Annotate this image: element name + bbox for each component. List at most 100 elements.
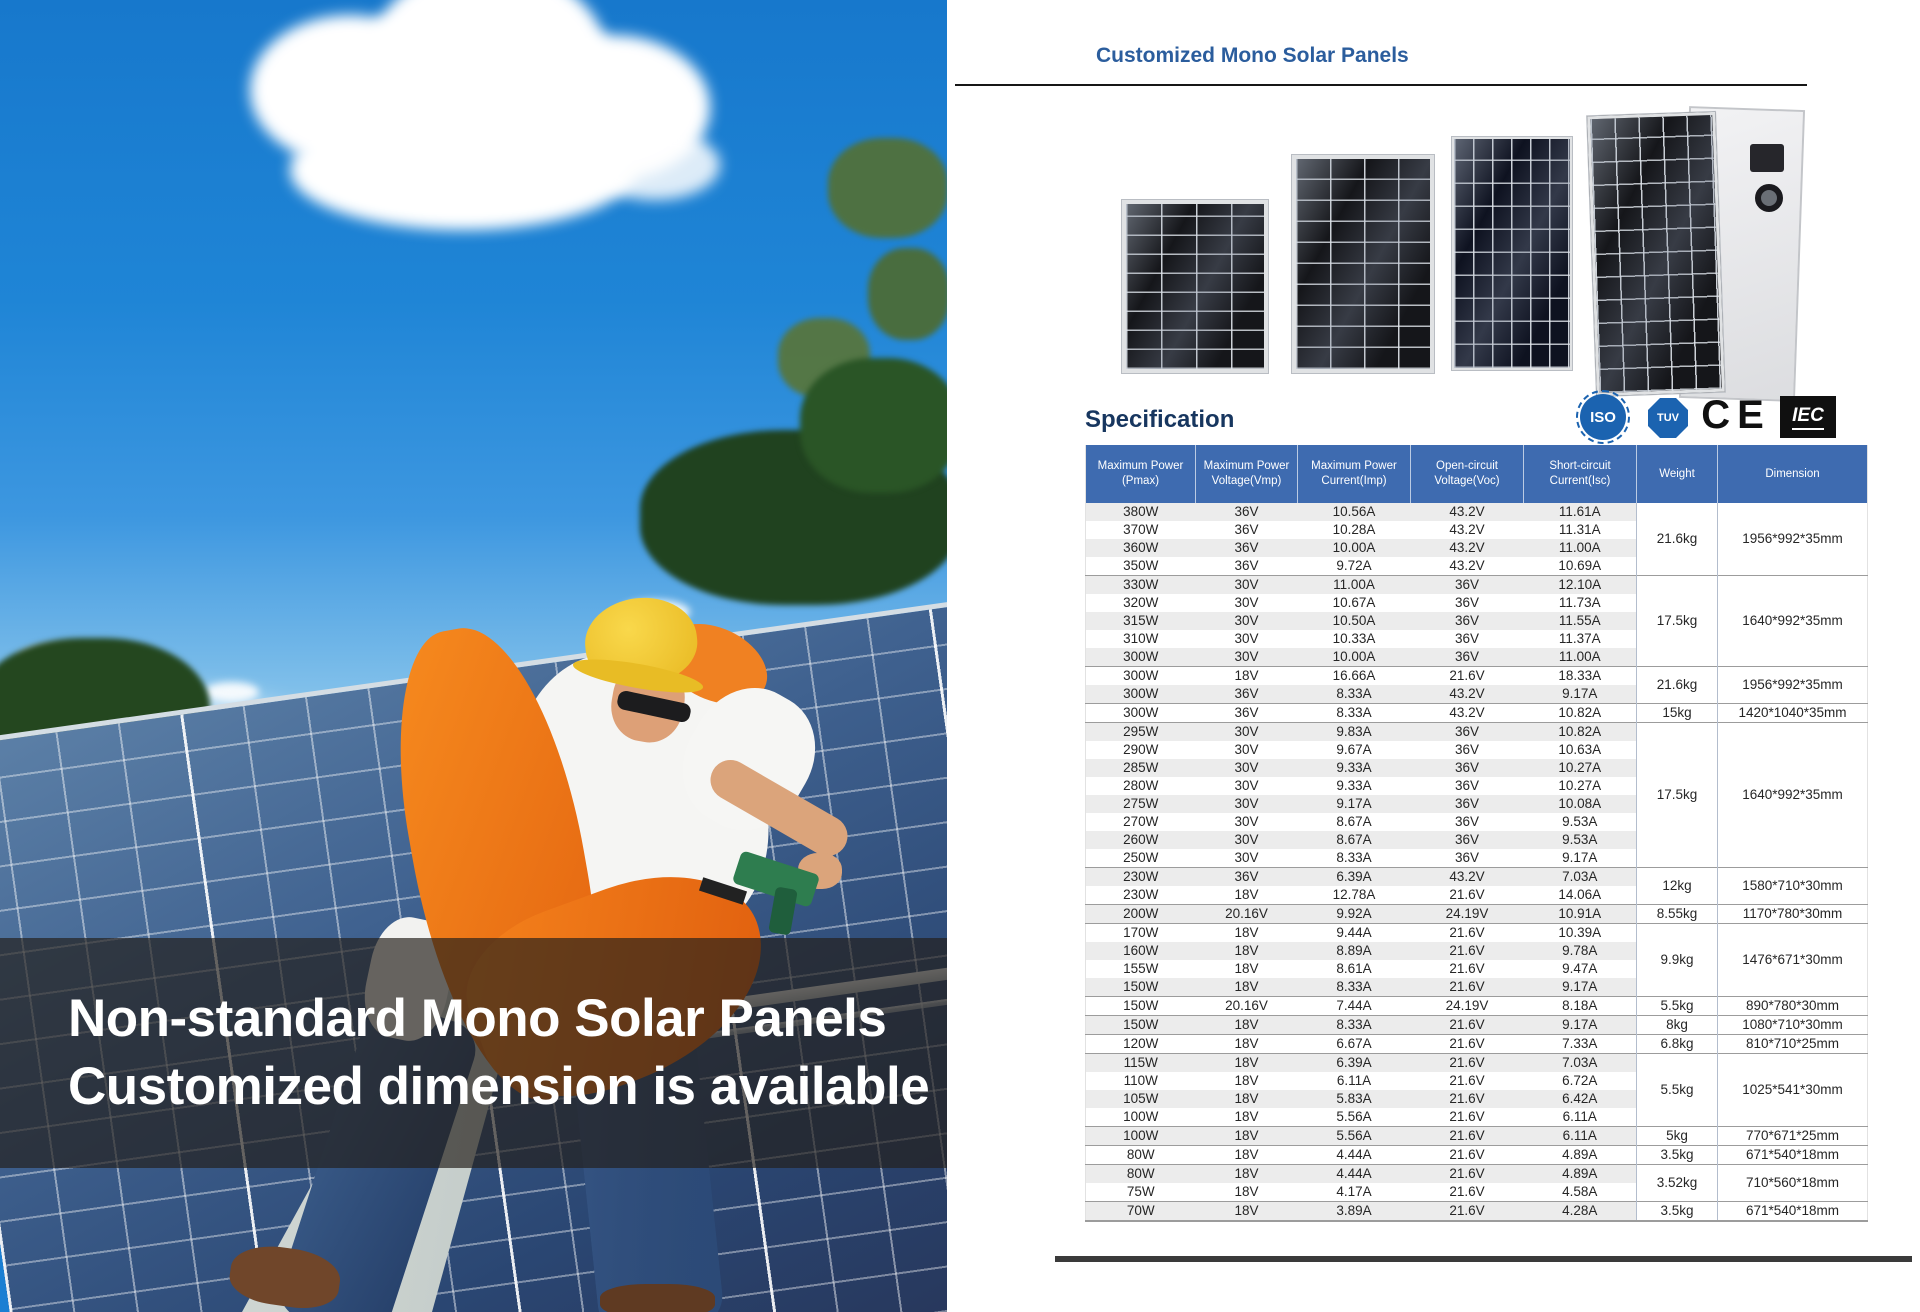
spec-cell: 160W [1085, 942, 1196, 960]
section-title: Specification [1085, 406, 1235, 433]
table-row: 160W 18V 8.89A 21.6V 9.78A [1085, 942, 1868, 960]
dimension-cell: 770*671*25mm [1717, 1126, 1868, 1146]
spec-cell: 36V [1195, 685, 1298, 704]
spec-cell: 8.33A [1297, 685, 1411, 704]
spec-cell: 21.6V [1410, 978, 1524, 997]
iec-mark-icon: IEC [1780, 396, 1836, 438]
spec-cell: 4.89A [1523, 1164, 1637, 1183]
spec-cell: 370W [1123, 522, 1159, 538]
spec-cell: 6.11A [1336, 1073, 1372, 1089]
panel-cells [1126, 204, 1264, 369]
dimension-cell: 1170*780*30mm [1717, 904, 1868, 924]
spec-cell: 5.83A [1297, 1090, 1411, 1108]
spec-cell: 7.33A [1523, 1034, 1637, 1054]
spec-cell: 18V [1195, 1053, 1298, 1072]
spec-cell: 30V [1234, 742, 1259, 758]
table-row: 150W 18V 8.33A 21.6V 9.17A 8kg 1080*710*30mm [1085, 1015, 1868, 1035]
spec-cell: 9.17A [1562, 850, 1598, 866]
spec-cell: 9.17A [1523, 1015, 1637, 1035]
spec-cell: 21.6V [1410, 1164, 1524, 1183]
dimension-cell: 1580*710*30mm [1717, 867, 1868, 905]
spec-cell: 10.63A [1558, 742, 1602, 758]
table-row: 300W 36V 8.33A 43.2V 9.17A [1085, 685, 1868, 704]
column-header: Short-circuit Current(Isc) [1523, 445, 1637, 503]
weight-cell: 5.5kg [1636, 1053, 1718, 1127]
spec-cell: 21.6V [1410, 1053, 1524, 1072]
spec-table: Maximum Power (Pmax) Maximum Power Voltag… [1085, 445, 1868, 1222]
spec-cell: 21.6V [1449, 1073, 1485, 1089]
column-header: Weight [1636, 445, 1718, 503]
dimension-cell: 1956*992*35mm [1717, 666, 1868, 704]
spec-cell: 250W [1123, 850, 1159, 866]
spec-cell: 43.2V [1449, 558, 1485, 574]
spec-cell: 150W [1085, 996, 1196, 1016]
spec-cell: 9.92A [1297, 904, 1411, 924]
dimension-cell: 710*560*18mm [1717, 1164, 1868, 1202]
spec-cell: 36V [1454, 778, 1480, 794]
panel-cells [1454, 139, 1570, 368]
spec-cell: 24.19V [1410, 904, 1524, 924]
table-row: 360W 36V 10.00A 43.2V 11.00A [1085, 539, 1868, 557]
spec-cell: 16.66A [1297, 666, 1411, 685]
spec-cell: 80W [1085, 1164, 1196, 1183]
spec-cell: 8.33A [1297, 978, 1411, 997]
table-row: 300W 18V 16.66A 21.6V 18.33A 21.6kg 1956*992*3… [1085, 666, 1868, 704]
table-row: 370W 36V 10.28A 43.2V 11.31A [1086, 521, 1868, 539]
spec-cell: 115W [1085, 1053, 1196, 1072]
ce-mark-icon: CE [1701, 392, 1771, 437]
table-row: 230W 36V 6.39A 43.2V 7.03A 12kg 1580*710*30mm [1085, 867, 1868, 905]
spec-cell: 8.61A [1336, 961, 1372, 977]
dimension-cell: 1420*1040*35mm [1717, 703, 1868, 723]
weight-cell: 8.55kg [1636, 904, 1718, 924]
spec-cell: 18V [1234, 1109, 1259, 1125]
spec-cell: 8.89A [1297, 942, 1411, 960]
spec-cell: 21.6V [1410, 942, 1524, 960]
spec-cell: 120W [1085, 1034, 1196, 1054]
panel-front [1587, 111, 1725, 397]
spec-cell: 11.00A [1297, 575, 1411, 594]
spec-cell: 8.33A [1297, 703, 1411, 723]
table-row: 280W 30V 9.33A 36V 10.27A [1086, 777, 1868, 795]
spec-cell: 4.58A [1562, 1184, 1598, 1200]
spec-cell: 10.56A [1297, 503, 1411, 521]
spec-cell: 6.42A [1523, 1090, 1637, 1108]
tree [800, 358, 947, 493]
spec-cell: 30V [1234, 631, 1259, 647]
spec-cell: 43.2V [1410, 685, 1524, 704]
table-row: 250W 30V 8.33A 36V 9.17A [1086, 849, 1868, 868]
table-row: 380W 36V 10.56A 43.2V 11.61A 21.6kg 1956*992*3… [1085, 503, 1868, 576]
spec-cell: 36V [1410, 795, 1524, 813]
table-row: 200W 20.16V 9.92A 24.19V 10.91A 8.55kg 1170*78… [1085, 904, 1868, 924]
table-row: 300W 36V 8.33A 43.2V 10.82A 15kg 1420*1040*35m… [1085, 703, 1868, 723]
spec-cell: 10.33A [1332, 631, 1376, 647]
table-row: 350W 36V 9.72A 43.2V 10.69A [1086, 557, 1868, 576]
spec-cell: 18V [1234, 1184, 1259, 1200]
spec-cell: 21.6V [1449, 1184, 1485, 1200]
weight-cell: 17.5kg [1636, 722, 1718, 868]
spec-cell: 9.53A [1562, 814, 1598, 830]
tree [828, 138, 947, 238]
spec-cell: 18V [1195, 923, 1298, 942]
spec-cell: 6.72A [1562, 1073, 1598, 1089]
caption-line-2: Customized dimension is available [68, 1057, 930, 1116]
spec-cell: 6.11A [1523, 1126, 1637, 1146]
spec-cell: 4.89A [1523, 1145, 1637, 1165]
table-row: 110W 18V 6.11A 21.6V 6.72A [1086, 1072, 1868, 1090]
junction-box [1750, 144, 1784, 172]
spec-cell: 9.47A [1562, 961, 1598, 977]
spec-cell: 150W [1085, 978, 1196, 997]
spec-cell: 43.2V [1410, 539, 1524, 557]
spec-cell: 10.00A [1297, 648, 1411, 667]
spec-cell: 300W [1085, 703, 1196, 723]
spec-cell: 9.17A [1523, 685, 1637, 704]
spec-cell: 8.33A [1297, 1015, 1411, 1035]
spec-cell: 36V [1195, 503, 1298, 521]
weight-cell: 15kg [1636, 703, 1718, 723]
spec-cell: 18V [1234, 961, 1259, 977]
photo-caption-band: Non-standard Mono Solar Panels Customize… [0, 938, 947, 1168]
spec-cell: 43.2V [1410, 867, 1524, 886]
spec-cell: 36V [1410, 648, 1524, 667]
spec-cell: 295W [1085, 722, 1196, 741]
spec-table-body: 380W 36V 10.56A 43.2V 11.61A 21.6kg 1956*992*3… [1085, 503, 1868, 1221]
